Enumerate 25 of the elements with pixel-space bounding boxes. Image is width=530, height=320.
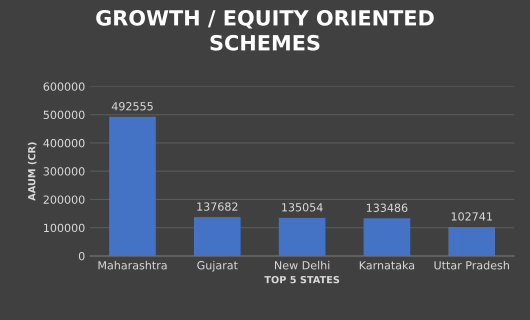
data-label: 492555 — [112, 102, 153, 110]
data-label: 102741 — [452, 212, 492, 221]
data-label: 133486 — [366, 204, 408, 212]
data-label: 135054 — [282, 203, 323, 212]
data-label: 137682 — [197, 202, 238, 211]
x-axis-title: TOP 5 STATES — [264, 276, 340, 284]
bar — [448, 226, 496, 256]
x-tick-label: New Delhi — [275, 260, 330, 270]
y-tick-label: 300000 — [44, 167, 84, 176]
y-tick-label: 0 — [78, 252, 84, 260]
bar — [109, 116, 156, 256]
y-tick-label: 200000 — [44, 195, 84, 204]
y-tick-label: 100000 — [44, 224, 84, 232]
bar — [278, 218, 326, 256]
bar — [194, 217, 241, 256]
x-tick-label: Gujarat — [197, 260, 238, 272]
bar — [364, 218, 410, 256]
x-tick-label: Maharashtra — [98, 260, 167, 270]
x-tick-label: Karnataka — [360, 260, 414, 270]
y-tick-label: 400000 — [43, 138, 84, 148]
chart-title: GROWTH / EQUITY ORIENTED SCHEMES — [96, 10, 434, 51]
y-tick-label: 600000 — [44, 82, 84, 91]
x-tick-label: Uttar Pradesh — [434, 260, 509, 270]
y-axis-title: AAUM (CR) — [28, 142, 37, 201]
y-tick-label: 500000 — [44, 110, 84, 120]
